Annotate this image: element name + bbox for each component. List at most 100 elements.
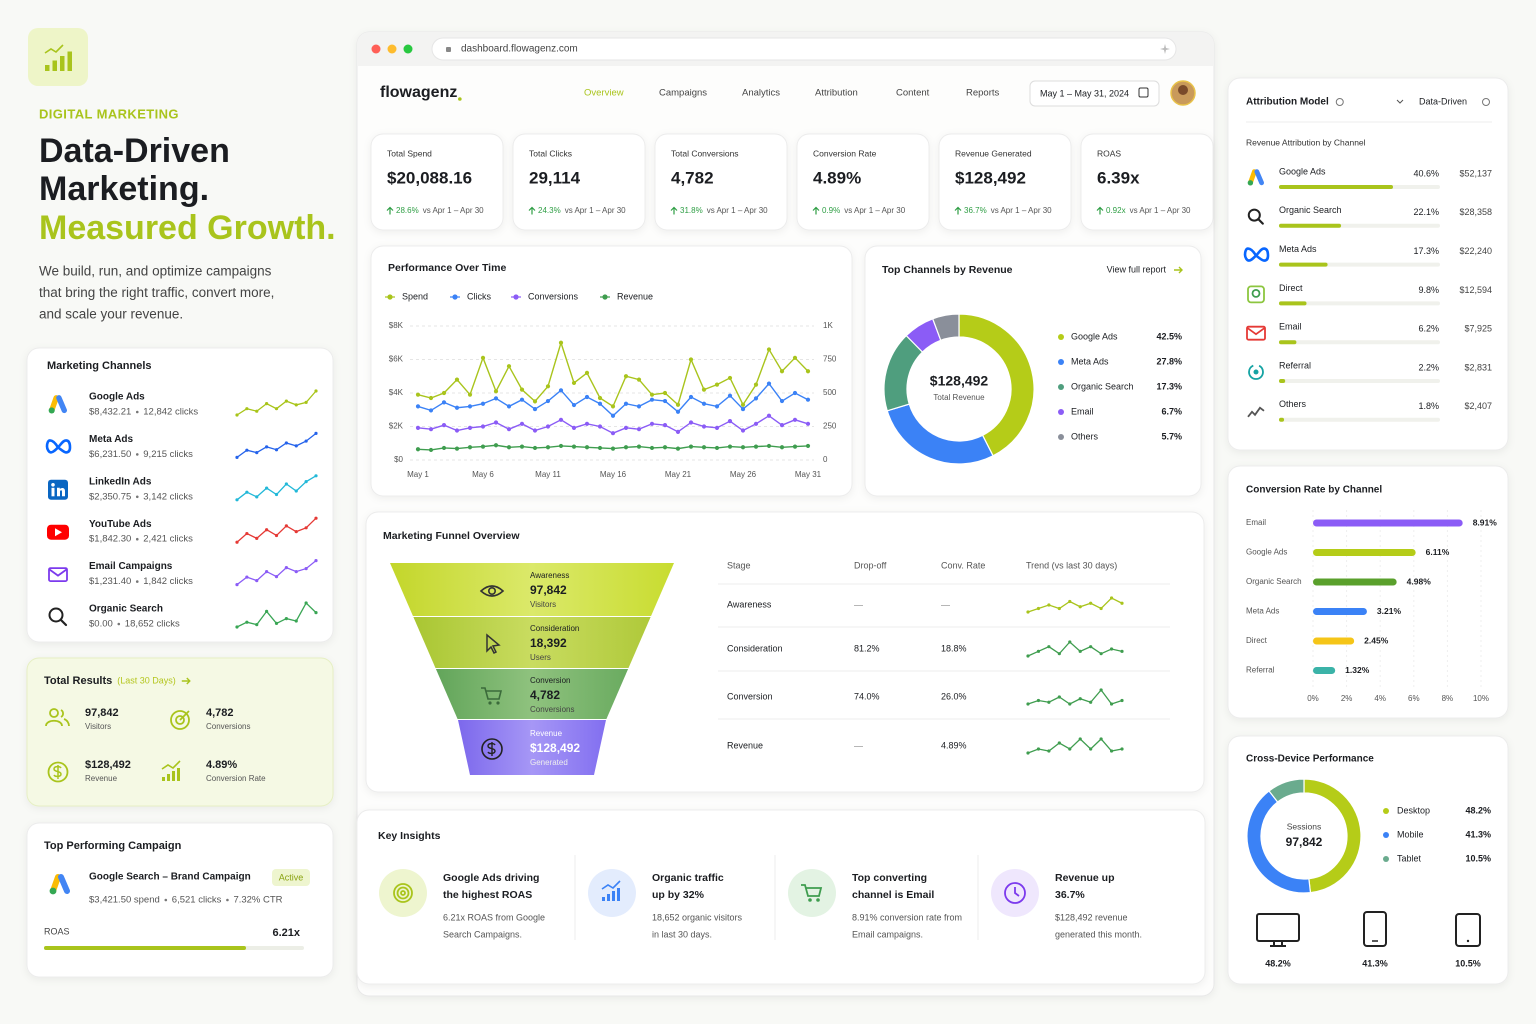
- icon-part: [1247, 208, 1261, 222]
- channel-clicks: 2,421 clicks: [143, 534, 193, 545]
- nav-tab[interactable]: Overview: [584, 88, 624, 99]
- sparkline-dot: [314, 516, 318, 520]
- value-label: 1.32%: [1345, 665, 1370, 675]
- series-point: [688, 394, 694, 400]
- bar: [1279, 417, 1285, 422]
- date-picker[interactable]: [1029, 80, 1160, 107]
- sparkline-dot: [304, 526, 308, 530]
- series-point: [506, 445, 512, 450]
- donut-center-value: $128,492: [930, 373, 989, 389]
- series-point: [792, 417, 798, 422]
- sparkline-dot: [294, 489, 298, 493]
- sparkline-dot: [265, 609, 269, 614]
- funnel-stage: [435, 669, 629, 719]
- nav-tab[interactable]: Campaigns: [659, 88, 707, 99]
- sparkline-dot: [274, 407, 279, 411]
- sparkline-dot: [1109, 749, 1114, 753]
- sparkline-dot: [1068, 599, 1072, 604]
- nav-tab[interactable]: Analytics: [742, 88, 780, 99]
- arrow-up-icon: [386, 206, 394, 215]
- sparkline-dot: [235, 455, 239, 459]
- insight-icon-bg: [788, 869, 836, 917]
- sparkline-dot: [255, 451, 259, 455]
- campaign-stat: 6,521 clicks: [172, 895, 222, 906]
- share-value: 17.3%: [1413, 246, 1439, 256]
- link[interactable]: View full report: [1107, 264, 1167, 274]
- y-tick-label: $4K: [389, 388, 404, 397]
- series-point: [675, 409, 681, 414]
- card: [356, 809, 1206, 985]
- series-point: [714, 425, 720, 430]
- y2-tick-label: 0: [823, 455, 828, 464]
- period-link[interactable]: (Last 30 Days): [117, 675, 176, 685]
- channel-name: Organic Search: [1279, 205, 1342, 215]
- sparkline-dot: [1068, 747, 1072, 751]
- result-value: 4.89%: [206, 759, 237, 771]
- sparkline-dot: [1089, 601, 1093, 605]
- nav-tab[interactable]: Reports: [966, 88, 1000, 99]
- series-point: [610, 431, 616, 436]
- separator-dot: [117, 622, 121, 626]
- icon-part: [1004, 882, 1026, 904]
- row-stage: Consideration: [727, 643, 783, 653]
- series-point: [675, 402, 681, 407]
- sparkline-dot: [1057, 695, 1061, 699]
- sparkline-dot: [274, 621, 279, 626]
- model-select[interactable]: Data-Driven: [1419, 96, 1467, 106]
- series-point: [454, 405, 460, 410]
- insight-title: Google Ads driving: [443, 872, 539, 884]
- funnel-stage: [458, 720, 606, 775]
- kpi-label: Revenue Generated: [955, 148, 1032, 158]
- sparkle-icon: [1160, 44, 1170, 54]
- logo-tile: [28, 28, 88, 86]
- sparkline-dot: [1026, 610, 1030, 614]
- series-point: [727, 419, 733, 424]
- y2-tick-label: 1K: [823, 321, 833, 330]
- category-label: Meta Ads: [1246, 607, 1279, 616]
- icon-part: [400, 890, 406, 896]
- bar-track: [1279, 340, 1440, 345]
- icon-part: [808, 898, 812, 902]
- legend-label: Email: [1071, 406, 1094, 416]
- bar: [1279, 340, 1297, 345]
- legend-dot: [1383, 856, 1389, 862]
- series-point: [649, 392, 655, 397]
- series-point: [571, 425, 577, 430]
- icon-part: [617, 888, 620, 901]
- sparkline-dot: [1036, 747, 1041, 751]
- icon-part: [51, 483, 55, 487]
- series-point: [688, 357, 694, 362]
- card-title: Total Results: [44, 675, 112, 687]
- card-title: Attribution Model: [1246, 97, 1329, 108]
- nav-tab[interactable]: Attribution: [815, 88, 858, 99]
- sparkline-dot: [304, 439, 308, 443]
- sparkline-dot: [235, 540, 239, 544]
- sparkline-dot: [1036, 606, 1041, 611]
- sparkline-dot: [235, 625, 239, 629]
- nav-tab[interactable]: Content: [896, 88, 930, 99]
- window-dot: [387, 44, 397, 54]
- legend-dot: [1058, 384, 1064, 390]
- column-header: Drop-off: [854, 560, 887, 570]
- legend-dot: [1058, 434, 1064, 440]
- url-bar: [431, 37, 1177, 61]
- legend-label: Mobile: [1397, 829, 1424, 839]
- icon-part: [1247, 180, 1254, 186]
- icon-part: [1251, 288, 1261, 298]
- row-conv-rate: 18.8%: [941, 643, 967, 653]
- arrow-right-icon: [1174, 266, 1183, 274]
- sparkline-dot: [245, 575, 249, 579]
- separator-dot: [135, 453, 139, 456]
- icon-part: [479, 585, 505, 597]
- channel-name: Referral: [1279, 360, 1311, 370]
- card: [796, 133, 930, 231]
- card-title: Top Performing Campaign: [44, 840, 182, 852]
- insight-description: 8.91% conversion rate from: [852, 912, 962, 922]
- row-drop-off: —: [854, 740, 863, 750]
- category-label: Google Ads: [1246, 548, 1287, 557]
- bar: [1313, 578, 1397, 586]
- icon-part: [53, 765, 62, 779]
- series-point: [779, 369, 785, 374]
- insight-title: 36.7%: [1055, 889, 1085, 901]
- sparkline-dot: [284, 441, 288, 445]
